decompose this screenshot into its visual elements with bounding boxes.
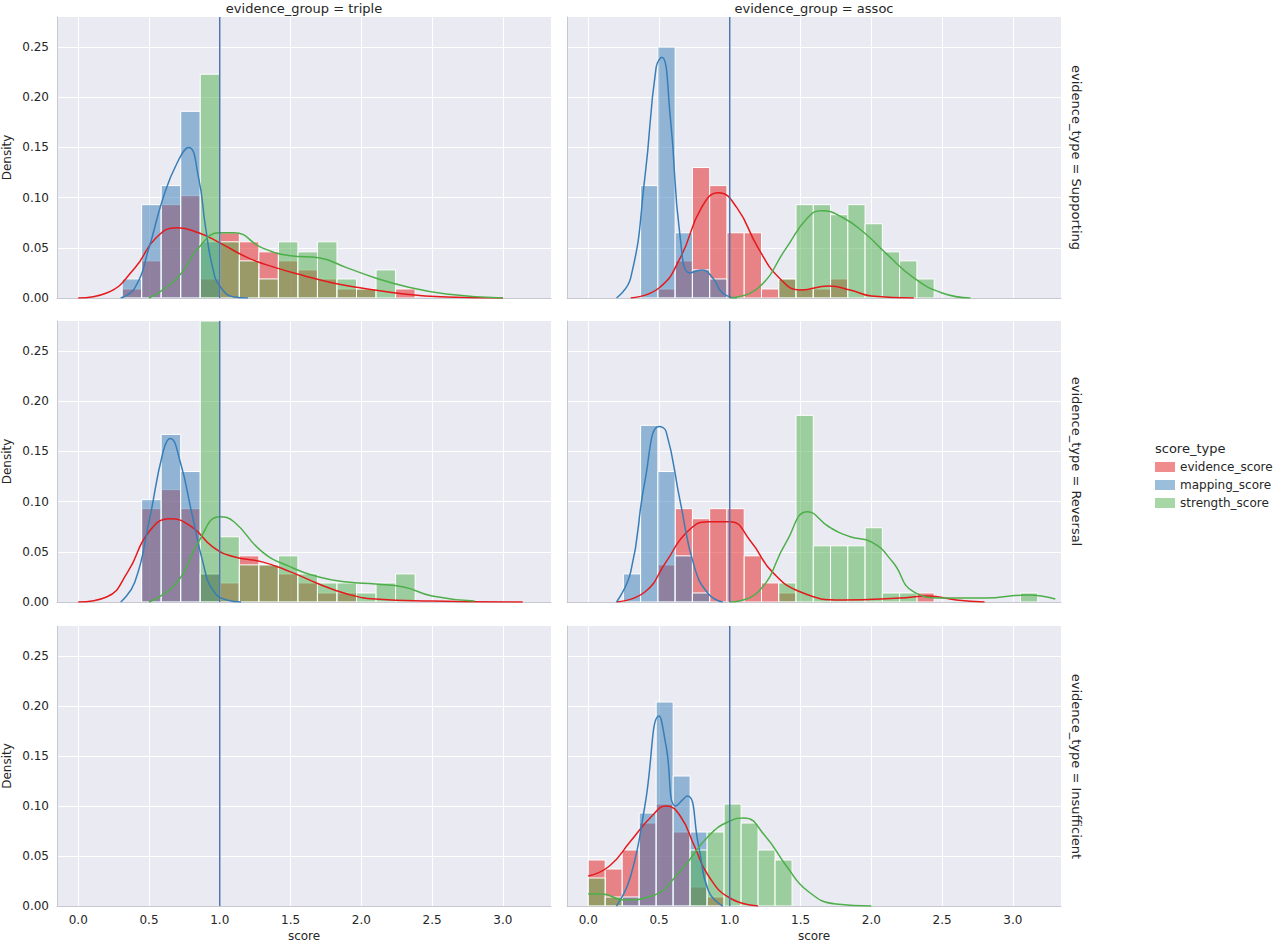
- svg-text:3.0: 3.0: [1003, 913, 1022, 927]
- svg-text:2.5: 2.5: [933, 913, 952, 927]
- svg-text:Density: Density: [0, 439, 14, 485]
- svg-text:evidence_group = assoc: evidence_group = assoc: [735, 1, 894, 16]
- svg-text:2.5: 2.5: [423, 913, 442, 927]
- svg-text:evidence_type = Reversal: evidence_type = Reversal: [1069, 377, 1084, 546]
- svg-text:evidence_type = Supporting: evidence_type = Supporting: [1069, 65, 1084, 250]
- svg-text:0.20: 0.20: [22, 90, 49, 104]
- svg-text:1.0: 1.0: [720, 913, 739, 927]
- svg-text:0.5: 0.5: [649, 913, 668, 927]
- svg-text:2.0: 2.0: [862, 913, 881, 927]
- svg-text:1.5: 1.5: [791, 913, 810, 927]
- svg-text:Density: Density: [0, 743, 14, 789]
- svg-text:0.0: 0.0: [579, 913, 598, 927]
- svg-text:3.0: 3.0: [493, 913, 512, 927]
- svg-text:0.20: 0.20: [22, 699, 49, 713]
- svg-text:1.5: 1.5: [281, 913, 300, 927]
- svg-text:0.20: 0.20: [22, 394, 49, 408]
- svg-text:0.05: 0.05: [22, 545, 49, 559]
- svg-text:0.00: 0.00: [22, 899, 49, 913]
- svg-text:score: score: [288, 929, 320, 943]
- svg-text:0.25: 0.25: [22, 40, 49, 54]
- svg-text:mapping_score: mapping_score: [1180, 478, 1271, 492]
- svg-text:evidence_score: evidence_score: [1180, 460, 1273, 474]
- svg-text:0.25: 0.25: [22, 344, 49, 358]
- svg-text:score: score: [798, 929, 830, 943]
- svg-text:Density: Density: [0, 135, 14, 181]
- svg-text:evidence_type = Insufficient: evidence_type = Insufficient: [1069, 674, 1084, 859]
- svg-text:0.15: 0.15: [22, 749, 49, 763]
- svg-text:0.10: 0.10: [22, 495, 49, 509]
- svg-text:2.0: 2.0: [352, 913, 371, 927]
- svg-text:score_type: score_type: [1155, 441, 1225, 456]
- svg-text:0.00: 0.00: [22, 595, 49, 609]
- svg-text:0.15: 0.15: [22, 140, 49, 154]
- svg-text:0.00: 0.00: [22, 291, 49, 305]
- svg-text:0.10: 0.10: [22, 799, 49, 813]
- svg-text:evidence_group = triple: evidence_group = triple: [226, 1, 382, 16]
- svg-text:0.05: 0.05: [22, 241, 49, 255]
- svg-text:0.5: 0.5: [139, 913, 158, 927]
- svg-text:0.05: 0.05: [22, 849, 49, 863]
- svg-text:0.15: 0.15: [22, 444, 49, 458]
- svg-text:strength_score: strength_score: [1180, 496, 1269, 510]
- svg-text:1.0: 1.0: [210, 913, 229, 927]
- svg-text:0.10: 0.10: [22, 191, 49, 205]
- svg-text:0.0: 0.0: [69, 913, 88, 927]
- svg-text:0.25: 0.25: [22, 649, 49, 663]
